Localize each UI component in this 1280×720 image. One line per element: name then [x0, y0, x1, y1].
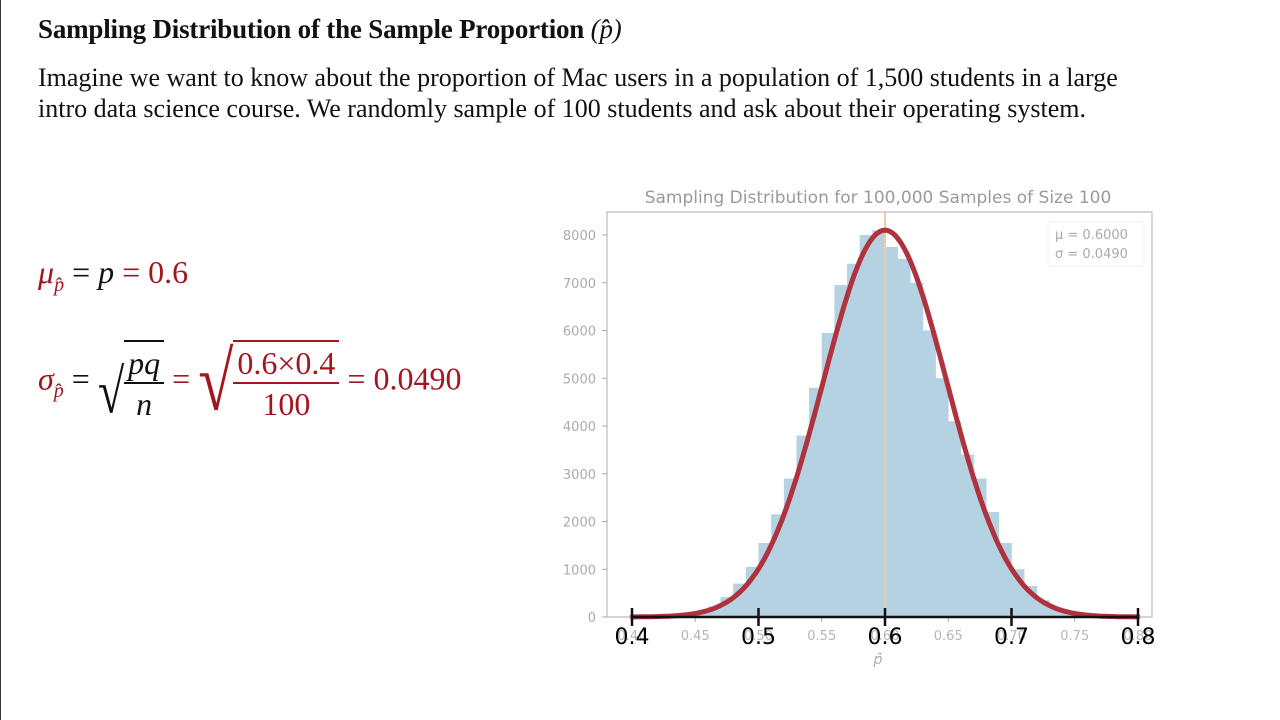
histogram-bar — [1062, 612, 1076, 617]
y-tick-label: 0 — [588, 611, 596, 626]
y-tick-label: 8000 — [563, 229, 596, 244]
fraction-pq-n: pq n — [124, 344, 165, 424]
histogram-bar — [960, 454, 974, 617]
histogram-bar — [695, 611, 709, 617]
histogram-bar — [998, 542, 1012, 617]
x-tick-label: 0.75 — [1060, 629, 1089, 644]
histogram-bar — [707, 606, 721, 617]
y-tick-label: 6000 — [563, 325, 596, 340]
histogram-bar — [847, 263, 860, 617]
y-tick-label: 2000 — [563, 516, 596, 531]
x-tick-label: 0.70 — [997, 629, 1026, 644]
histogram-bar — [935, 378, 949, 617]
histogram-bar — [897, 258, 911, 617]
title-symbol: (p̂) — [590, 14, 622, 44]
overlay-tick-label: 0.4 — [615, 625, 650, 650]
histogram-bar — [910, 282, 924, 617]
x-tick-label: 0.55 — [807, 629, 836, 644]
slide-title: Sampling Distribution of the Sample Prop… — [38, 14, 622, 45]
overlay-axis-ticks: 0.4 0.5 0.6 0.7 0.8 — [615, 608, 1156, 650]
radical-icon: √ — [198, 335, 234, 428]
equals-sign-3: = — [347, 360, 366, 397]
overlay-tick-label: 0.8 — [1121, 625, 1156, 650]
histogram-bar — [720, 596, 734, 617]
histogram-bar — [682, 615, 696, 617]
histogram-bar — [1011, 569, 1025, 617]
y-tick-label: 4000 — [563, 420, 596, 435]
histogram-bar — [1036, 600, 1050, 617]
histogram-bar — [834, 285, 848, 617]
normal-curve — [629, 227, 1141, 620]
histogram-bar — [986, 511, 1000, 617]
x-tick-label: 0.50 — [744, 629, 773, 644]
legend-box: μ = 0.6000 σ = 0.0490 — [1047, 221, 1145, 267]
intro-line-2: intro data science course. We randomly s… — [38, 94, 1086, 123]
y-axis-ticks: 0 1000 2000 3000 4000 5000 6000 7000 8000 — [563, 229, 607, 626]
equals-sign: = — [72, 254, 91, 290]
overlay-tick-label: 0.7 — [994, 625, 1029, 650]
x-tick-label: 0.80 — [1124, 629, 1153, 644]
y-tick-label: 3000 — [563, 468, 596, 483]
histogram-bars — [682, 230, 1076, 617]
slide-left-border — [0, 0, 1, 720]
intro-paragraph: Imagine we want to know about the propor… — [38, 62, 1258, 124]
sqrt-pq-over-n: √ pq n — [97, 340, 165, 427]
histogram-bar — [758, 542, 772, 617]
fraction-numeric: 0.6×0.4 100 — [233, 344, 340, 424]
denominator: n — [136, 386, 153, 422]
overlay-tick-label: 0.6 — [868, 625, 903, 650]
sd-value: 0.0490 — [373, 360, 462, 397]
numerator: 0.6×0.4 — [233, 344, 340, 384]
mu-subscript: p̂ — [54, 274, 65, 296]
numerator: pq — [124, 344, 165, 384]
plot-frame — [606, 211, 1153, 618]
histogram-bar — [821, 332, 835, 617]
y-tick-label: 5000 — [563, 372, 596, 387]
title-text: Sampling Distribution of the Sample Prop… — [38, 14, 585, 44]
y-tick-label: 7000 — [563, 277, 596, 292]
histogram-bar — [745, 566, 759, 617]
x-tick-label: 0.45 — [681, 629, 710, 644]
histogram-bar — [1024, 585, 1038, 617]
histogram-bar — [809, 387, 823, 617]
chart-title: Sampling Distribution for 100,000 Sample… — [645, 188, 1112, 208]
overlay-tick-label: 0.5 — [741, 625, 776, 650]
legend-mu: μ = 0.6000 — [1055, 228, 1128, 243]
sigma-symbol: σ — [38, 360, 54, 397]
sigma-subscript: p̂ — [53, 380, 64, 403]
histogram-bar — [922, 330, 936, 617]
radical-icon: √ — [97, 357, 125, 427]
equals-sign-2: = — [172, 360, 191, 397]
histogram-bar — [1049, 607, 1063, 617]
sqrt-numeric: √ 0.6×0.4 100 — [198, 335, 340, 428]
sd-formula: σp̂ = √ pq n = √ 0.6×0.4 100 = 0.0490 — [38, 340, 461, 450]
histogram-bar — [948, 421, 962, 617]
histogram-bar — [872, 230, 886, 617]
histogram-bar — [783, 478, 797, 617]
x-tick-label: 0.60 — [871, 629, 900, 644]
x-tick-label: 0.40 — [618, 629, 647, 644]
histogram-bar — [733, 583, 747, 617]
mean-formula: μp̂ = p = 0.6 — [38, 254, 189, 296]
legend-sigma: σ = 0.0490 — [1055, 247, 1128, 262]
denominator: 100 — [262, 386, 311, 422]
mu-symbol: μ — [38, 254, 55, 290]
equals-sign: = — [71, 360, 90, 397]
p-symbol: p — [98, 254, 115, 290]
x-axis-label: p̂ — [873, 652, 883, 668]
y-tick-label: 1000 — [563, 563, 596, 578]
mean-value: 0.6 — [148, 254, 189, 290]
x-tick-label: 0.65 — [934, 629, 963, 644]
histogram-bar — [973, 478, 987, 617]
histogram-bar — [859, 235, 873, 617]
histogram-bar — [796, 435, 810, 617]
intro-line-1: Imagine we want to know about the propor… — [38, 63, 1118, 92]
histogram-bar — [771, 514, 785, 617]
equals-sign-2: = — [122, 254, 141, 290]
x-axis-ticks: 0.40 0.45 0.50 0.55 0.60 0.65 0.70 0.75 0.80 — [618, 617, 1153, 644]
histogram-bar — [885, 246, 898, 617]
